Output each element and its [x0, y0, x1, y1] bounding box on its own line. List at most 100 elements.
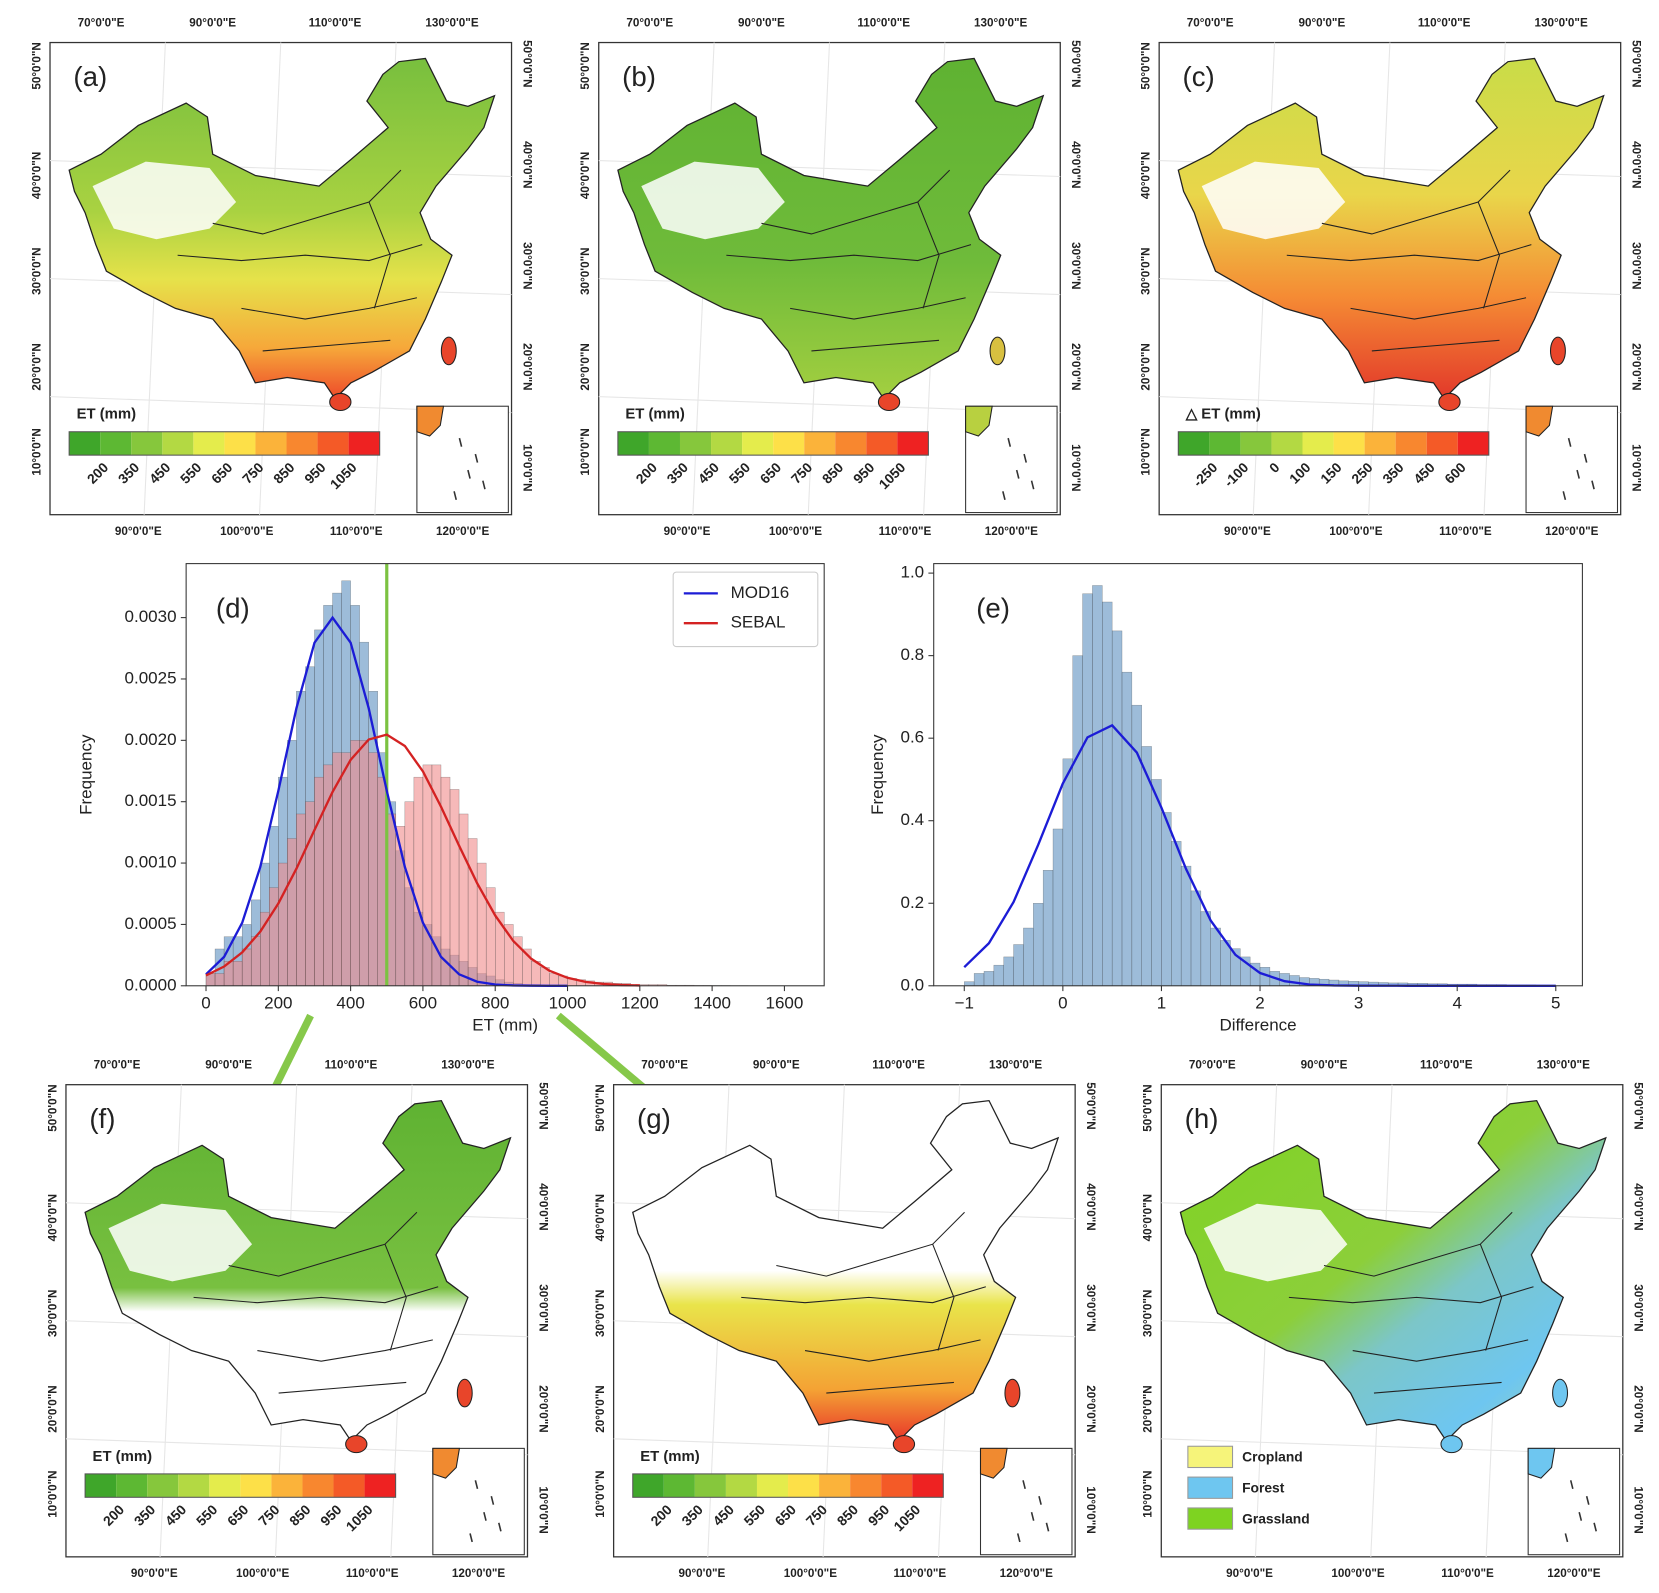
y-tick-label: 1.0: [901, 563, 925, 582]
histogram-bar: [973, 973, 985, 987]
inset: [979, 1447, 1073, 1556]
lon-label: 70°0'0"E: [641, 1059, 688, 1072]
region-border: [776, 1211, 965, 1277]
map-panel: (a) 70°0'0"E 90°0'0"E 110°0'0"E 130°0'0"E 90°…: [30, 16, 533, 537]
x-tick-label: 800: [481, 993, 509, 1012]
lat-label: 30°0'0"N: [1084, 1284, 1097, 1331]
x-tick-label: 0: [201, 993, 210, 1012]
lon-label: 130°0'0"E: [989, 1059, 1042, 1072]
x-tick-label: 1600: [766, 993, 804, 1012]
lon-label: 70°0'0"E: [78, 16, 125, 29]
lon-label: 120°0'0"E: [985, 525, 1038, 538]
lat-label: 20°0'0"N: [1069, 343, 1082, 390]
colorbar-cell: [711, 431, 743, 456]
lat-label: 10°0'0"N: [1084, 1486, 1097, 1533]
colorbar-cell: [632, 1473, 664, 1498]
lat-label: 30°0'0"N: [1142, 1290, 1155, 1337]
x-tick-label: 1: [1157, 993, 1166, 1012]
colorbar-cell: [69, 431, 101, 456]
inset-dash: [1007, 437, 1012, 447]
region-border: [257, 1339, 433, 1362]
histogram-bar: [549, 973, 559, 987]
lat-label: 30°0'0"N: [46, 1290, 59, 1337]
panel-label: (h): [1185, 1103, 1219, 1134]
lat-label: 40°0'0"N: [1084, 1183, 1097, 1230]
lat-label: 40°0'0"N: [30, 152, 43, 199]
lat-label: 40°0'0"N: [1632, 1183, 1645, 1230]
island: [1552, 1378, 1569, 1408]
no-data-area: [1201, 161, 1346, 240]
lat-label: 20°0'0"N: [30, 343, 43, 390]
inset-dash: [1030, 480, 1035, 490]
lon-label: 100°0'0"E: [220, 525, 273, 538]
lon-label: 70°0'0"E: [94, 1059, 141, 1072]
legend-label: Forest: [1242, 1479, 1285, 1495]
colorbar-title: ET (mm): [93, 1449, 153, 1465]
lat-label: 20°0'0"N: [520, 343, 533, 390]
lon-label: 100°0'0"E: [236, 1567, 289, 1580]
lon-label: 110°0'0"E: [325, 1059, 378, 1072]
colorbar-cell: [850, 1473, 882, 1498]
lat-label: 20°0'0"N: [46, 1385, 59, 1432]
lat-label: 10°0'0"N: [1629, 444, 1642, 491]
lon-label: 110°0'0"E: [1420, 1059, 1473, 1072]
y-tick-label: 0.0020: [125, 730, 177, 749]
colorbar-cell: [1271, 431, 1303, 456]
lat-label: 50°0'0"N: [30, 42, 43, 89]
inset: [1527, 1447, 1621, 1556]
map-panel: (g) 70°0'0"E 90°0'0"E 110°0'0"E 130°0'0"E 90°…: [594, 1059, 1097, 1580]
histogram-bar: [278, 862, 288, 987]
lon-label: 100°0'0"E: [769, 525, 822, 538]
panel-label: (e): [976, 593, 1010, 624]
x-tick-label: 3: [1354, 993, 1363, 1012]
inset-dash: [1023, 453, 1028, 463]
inset-dash: [1593, 1522, 1597, 1532]
lat-label: 40°0'0"N: [579, 152, 592, 199]
lat-label: 30°0'0"N: [594, 1290, 607, 1337]
y-tick-label: 0.8: [901, 645, 925, 664]
lat-label: 50°0'0"N: [1142, 1084, 1155, 1131]
histogram-bar: [1013, 944, 1024, 987]
region-border: [1371, 339, 1500, 352]
inset-land: [1525, 405, 1554, 437]
lat-label: 50°0'0"N: [520, 40, 533, 87]
inset-land: [965, 405, 993, 437]
lon-label: 130°0'0"E: [425, 16, 478, 29]
histogram-bar: [368, 752, 378, 987]
inset-dash: [1585, 1496, 1590, 1505]
inset-dash: [490, 1496, 495, 1505]
inset-dash: [1583, 453, 1588, 463]
colorbar-cell: [694, 1473, 726, 1498]
histogram-bar: [214, 973, 225, 987]
y-tick-label: 0.0005: [125, 914, 177, 933]
no-data-area: [108, 1203, 253, 1282]
histogram-bar: [1190, 890, 1202, 987]
lat-label: 40°0'0"N: [1139, 152, 1152, 199]
panel-label: (c): [1183, 61, 1215, 92]
region-border: [228, 1211, 418, 1277]
region-border: [1373, 1381, 1502, 1394]
inset-dash: [1015, 469, 1020, 479]
inset: [1525, 405, 1619, 514]
legend-label: MOD16: [731, 583, 790, 602]
legend-swatch: [1187, 1476, 1234, 1499]
lat-label: 50°0'0"N: [1139, 42, 1152, 89]
lon-label: 110°0'0"E: [1418, 16, 1471, 29]
lon-label: 90°0'0"E: [1226, 1567, 1273, 1580]
colorbar-cell: [679, 431, 712, 456]
y-tick-label: 0.0030: [125, 607, 177, 626]
colorbar-cell: [317, 431, 349, 456]
histogram-bar: [250, 936, 261, 987]
histogram-bar: [422, 764, 433, 987]
island: [345, 1435, 368, 1454]
inset-dash: [474, 1480, 479, 1489]
lat-label: 50°0'0"N: [536, 1082, 549, 1129]
colorbar-cell: [725, 1473, 757, 1498]
y-tick-label: 0.6: [901, 728, 925, 747]
colorbar-frame: [84, 1473, 397, 1498]
island: [1004, 1378, 1021, 1408]
x-tick-label: 600: [409, 993, 437, 1012]
region-border: [1350, 297, 1527, 320]
lat-label: 30°0'0"N: [1629, 242, 1642, 289]
